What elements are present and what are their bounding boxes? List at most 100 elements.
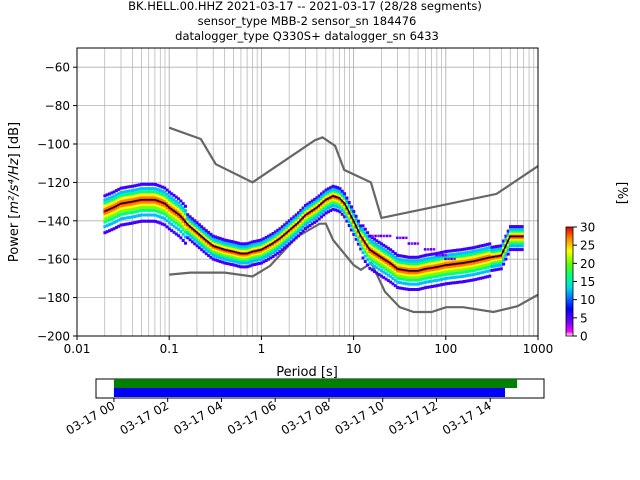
psd-cell [340,212,344,216]
psd-cell [248,249,252,253]
psd-cell [264,247,268,251]
psd-cell [207,235,211,239]
psd-cell [315,200,319,204]
psd-cell [181,222,185,226]
colorbar-tick-label: 10 [580,293,595,307]
psd-cell [363,236,367,240]
psd-cell [370,247,374,251]
psd-cell [260,249,264,253]
psd-cell [167,208,171,212]
psd-cell [435,278,439,282]
psd-cell [163,190,167,194]
psd-cell [110,222,114,226]
psd-cell [363,245,367,249]
psd-cell [181,206,185,210]
psd-cell [108,210,111,214]
psd-cell [384,254,388,258]
psd-cell [361,239,365,243]
psd-cell [246,248,250,252]
title-line-2: sensor_type MBB-2 sensor_sn 184476 [198,14,417,28]
y-tick-label: −180 [37,291,70,305]
psd-cell [444,276,448,280]
psd-cell [170,215,174,219]
psd-cell [105,219,109,223]
psd-cell [400,286,404,290]
psd-cell [389,271,393,275]
psd-cell [409,271,413,275]
psd-cell [368,241,372,245]
psd-cell [486,246,489,250]
psd-cell [442,266,446,270]
psd-cell [174,215,178,219]
psd-cell [193,233,197,237]
psd-cell [250,248,254,252]
psd-cell [117,198,121,202]
psd-cell [250,247,254,250]
psd-cell [373,246,376,250]
psd-cell [177,204,181,208]
availability-bar-blue [113,388,506,397]
psd-cell [497,261,501,264]
psd-cell [442,277,446,281]
psd-cell [220,252,224,256]
psd-cell [474,265,478,269]
psd-cell [133,202,137,206]
psd-cell [363,254,367,258]
psd-cell [490,268,494,272]
psd-cell-outlier [379,234,383,238]
psd-cell [126,216,130,220]
psd-cell [396,253,400,257]
psd-cell [154,190,158,194]
psd-cell [393,252,397,255]
psd-cell [294,216,298,219]
psd-cell [437,269,441,272]
psd-cell [326,193,330,197]
psd-cell [324,191,328,195]
psd-cell [396,265,400,269]
psd-cell [142,200,146,204]
psd-cell [303,208,307,212]
psd-cell [137,209,141,213]
psd-cell [359,227,363,231]
psd-cell [343,194,347,198]
psd-cell [483,270,487,274]
noise-model-nhnm [168,126,539,220]
psd-cell [133,204,137,208]
psd-cell [170,199,174,203]
psd-cell [209,249,213,253]
psd-cell [260,241,264,245]
psd-cell [161,189,164,193]
psd-cell [315,196,319,200]
psd-cell-outlier [444,257,447,261]
psd-cell [271,255,275,258]
psd-cell [200,244,204,248]
psd-cell [352,216,356,220]
psd-cell [391,277,395,280]
psd-cell [474,245,478,249]
psd-cell [405,282,409,286]
psd-cell [260,254,264,258]
psd-cell [495,247,499,251]
psd-cell [368,257,372,261]
psd-cell [439,262,443,266]
y-tick-label: −100 [37,138,70,152]
psd-cell [506,232,510,236]
psd-cell [121,190,125,194]
psd-cell [396,262,400,266]
psd-cell [386,246,390,250]
psd-cell [114,226,118,229]
psd-cell [409,264,413,268]
psd-cell [151,213,155,217]
psd-cell [377,263,381,267]
psd-cell [479,255,483,259]
psd-cell [465,264,469,268]
psd-cell [354,229,358,233]
psd-cell [214,240,217,243]
psd-cell [375,271,379,275]
psd-cell [262,256,266,260]
psd-cell-outlier [444,253,447,257]
psd-cell [167,210,171,214]
psd-cell [442,273,446,277]
psd-cell [216,236,220,240]
